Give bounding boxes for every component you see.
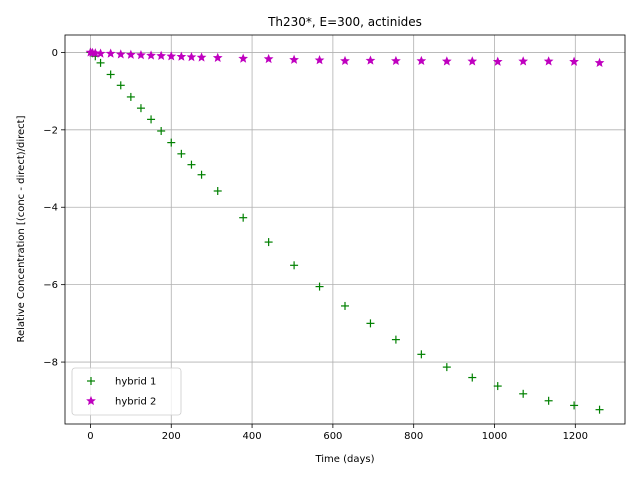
x-axis-label: Time (days): [314, 454, 374, 465]
series-2-point: [186, 51, 197, 62]
series-1-point: [96, 58, 105, 67]
y-axis-label: Relative Concentration [(conc - direct)/…: [16, 115, 27, 342]
legend-label-2: hybrid 2: [115, 397, 156, 408]
series-2-point: [238, 53, 249, 63]
series-1-point: [106, 70, 115, 79]
series-1-point: [493, 382, 502, 391]
series-1-point: [570, 401, 579, 410]
series-2-point: [365, 55, 376, 65]
y-tick-label: 0: [52, 48, 58, 59]
series-1-point: [290, 261, 299, 270]
series-2-point: [166, 51, 177, 61]
series-1-point: [167, 138, 176, 147]
series-2-point: [263, 53, 274, 64]
series-1-point: [264, 238, 273, 247]
series-2-point: [543, 56, 554, 66]
series-1-point: [442, 363, 451, 372]
axis-ticks: 0 200 400 600 800 1000 1200 0 −2 −4 −6 −8: [43, 48, 588, 442]
x-tick-label: 800: [404, 431, 423, 442]
x-tick-label: 1200: [563, 431, 588, 442]
series-1-point: [116, 81, 125, 90]
series-1-point: [391, 335, 400, 344]
series-2-point: [95, 48, 106, 58]
legend-label-1: hybrid 1: [115, 377, 156, 388]
plot-frame: [64, 34, 626, 425]
series-2-point: [156, 50, 167, 61]
series-2-point: [391, 55, 401, 66]
series-2-point: [340, 55, 350, 66]
series-1: [86, 48, 604, 414]
y-tick-label: −8: [43, 358, 58, 369]
series-2-point: [441, 56, 452, 66]
series-1-point: [197, 170, 206, 179]
series-2-point: [136, 50, 146, 60]
series-2-point: [105, 48, 116, 58]
series-1-point: [187, 160, 196, 169]
x-tick-label: 400: [243, 431, 262, 442]
series-2: [85, 47, 605, 67]
series-2-point: [569, 56, 579, 66]
series-2-point: [289, 54, 299, 64]
series-2-point: [467, 56, 478, 66]
series-1-point: [239, 213, 248, 222]
series-2-point: [196, 52, 207, 62]
series-1-point: [417, 350, 426, 359]
y-tick-label: −2: [43, 125, 58, 136]
y-tick-label: −4: [43, 203, 58, 214]
series-1-point: [341, 301, 349, 310]
x-tick-label: 1000: [482, 431, 507, 442]
x-tick-label: 200: [162, 431, 181, 442]
series-1-point: [315, 282, 324, 291]
series-1-point: [519, 389, 528, 398]
legend: hybrid 1 hybrid 2: [71, 367, 182, 416]
series-2-point: [314, 55, 325, 65]
series-2-point: [90, 48, 101, 58]
series-1-point: [544, 396, 553, 405]
series-2-point: [594, 57, 605, 67]
chart-title: Th230*, E=300, actinides: [267, 15, 422, 29]
legend-items: hybrid 1 hybrid 2: [86, 377, 156, 408]
series-2-point: [212, 52, 223, 62]
grid: [65, 35, 625, 424]
series-2-point: [416, 55, 427, 66]
legend-marker-2: [86, 395, 96, 406]
legend-marker-1: [87, 377, 95, 385]
series-2-point: [492, 56, 503, 66]
data-marks: [85, 47, 605, 414]
series-2-point: [126, 49, 136, 59]
series-2-point: [176, 51, 187, 61]
series-2-point: [115, 49, 126, 59]
series-2-point: [518, 56, 529, 66]
series-1-point: [147, 115, 156, 124]
series-1-point: [177, 149, 186, 158]
x-tick-label: 600: [323, 431, 342, 442]
series-1-point: [157, 126, 166, 135]
y-tick-label: −6: [43, 280, 58, 291]
series-1-point: [468, 373, 477, 382]
series-1-point: [595, 405, 604, 414]
series-1-point: [213, 186, 222, 195]
series-1-point: [126, 92, 135, 101]
series-1-point: [366, 319, 375, 328]
legend-box: [71, 367, 182, 416]
series-2-point: [146, 50, 156, 60]
series-1-point: [136, 104, 145, 113]
x-tick-label: 0: [87, 431, 93, 442]
